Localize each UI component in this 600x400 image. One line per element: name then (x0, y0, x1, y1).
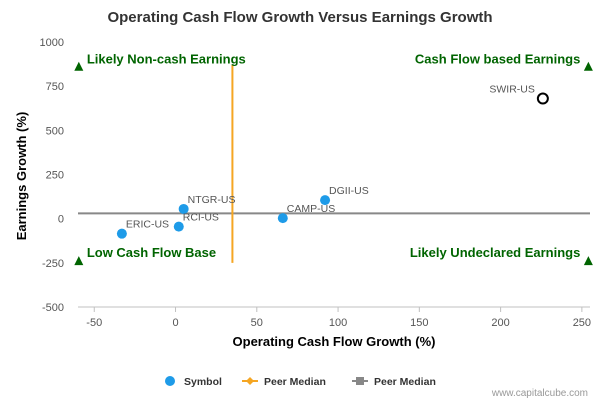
x-tick-label: 150 (410, 317, 428, 329)
data-point (320, 195, 331, 206)
quadrant-labels: Likely Non-cash Earnings Cash Flow based … (74, 52, 593, 266)
y-axis-label: Earnings Growth (%) (14, 112, 29, 241)
quadrant-label-top-right: Cash Flow based Earnings (415, 52, 580, 67)
y-tick-label: 750 (46, 81, 64, 93)
data-point-label: CAMP-US (287, 203, 335, 215)
legend-diamond-icon (246, 377, 254, 385)
legend-square-icon (356, 377, 364, 385)
bottom-left-triangle-icon (74, 256, 84, 266)
data-point-label: RCI-US (183, 212, 219, 224)
x-tick-label: 250 (573, 317, 591, 329)
quadrant-label-top-left: Likely Non-cash Earnings (87, 52, 246, 67)
top-right-triangle-icon (583, 61, 593, 71)
x-axis-label: Operating Cash Flow Growth (%) (233, 334, 436, 349)
data-point (116, 228, 127, 239)
y-tick-label: -500 (42, 302, 64, 314)
bottom-right-triangle-icon (583, 256, 593, 266)
top-left-triangle-icon (74, 61, 84, 71)
credit-text: www.capitalcube.com (491, 388, 588, 399)
y-tick-label: 250 (46, 170, 64, 182)
x-tick-label: 0 (172, 317, 178, 329)
x-tick-label: 200 (491, 317, 509, 329)
legend-label: Peer Median (264, 376, 326, 388)
legend-label: Symbol (184, 376, 222, 388)
data-point (536, 92, 549, 105)
quadrant-label-bottom-right: Likely Undeclared Earnings (410, 245, 581, 260)
chart-title: Operating Cash Flow Growth Versus Earnin… (107, 9, 492, 26)
legend: Symbol Peer Median Peer Median (165, 376, 436, 388)
data-point-label: DGII-US (329, 185, 369, 197)
x-tick-label: 100 (329, 317, 347, 329)
y-tick-label: 500 (46, 125, 64, 137)
data-point (178, 203, 189, 214)
data-point-label: NTGR-US (188, 194, 236, 206)
y-tick-label: -250 (42, 258, 64, 270)
peer-median-lines (78, 64, 590, 263)
quadrant-label-bottom-left: Low Cash Flow Base (87, 245, 216, 260)
data-point-label: SWIR-US (489, 84, 535, 96)
legend-symbol-icon (165, 376, 175, 386)
data-points: SWIR-US DGII-US CAMP-US NTGR-US RCI-US ERIC-U… (116, 84, 549, 239)
y-tick-label: 0 (58, 214, 64, 226)
data-point-label: ERIC-US (126, 219, 169, 231)
y-tick-label: 1000 (40, 37, 64, 49)
data-point (173, 221, 184, 232)
legend-label: Peer Median (374, 376, 436, 388)
x-tick-label: 50 (251, 317, 263, 329)
x-tick-label: -50 (86, 317, 102, 329)
data-point (277, 213, 288, 224)
